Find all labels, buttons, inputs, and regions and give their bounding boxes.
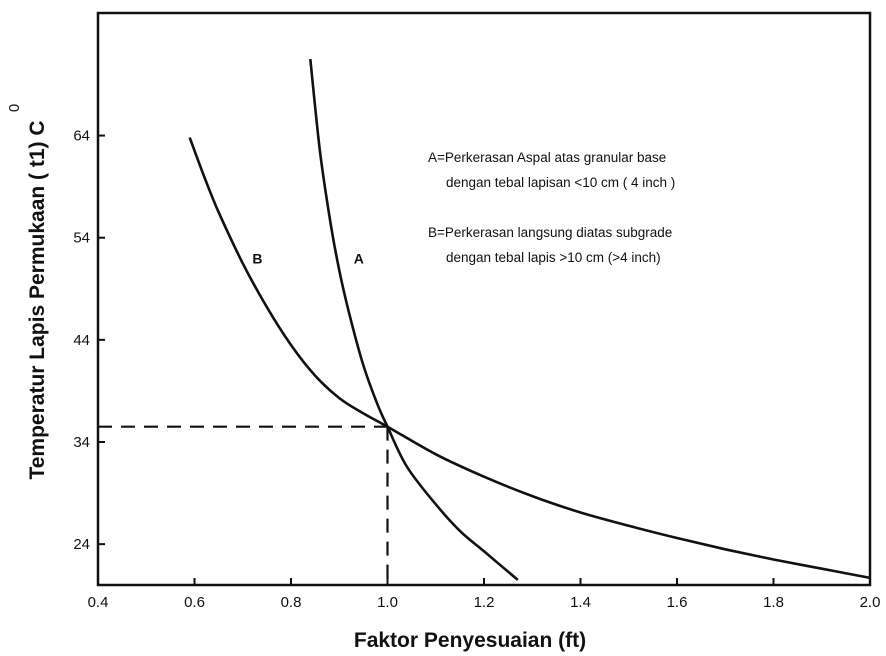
x-tick-label: 2.0	[860, 594, 881, 611]
plot-frame	[96, 11, 872, 587]
y-axis-title-group: Temperatur Lapis Permukaan ( t1) C	[26, 120, 49, 479]
curve-label-a: A	[354, 250, 364, 266]
legend-entry-b-line1: B=Perkerasan langsung diatas subgrade	[428, 225, 672, 240]
curve-a	[309, 58, 519, 581]
y-tick-label: 24	[73, 536, 90, 553]
x-axis-title: Faktor Penyesuaian (ft)	[354, 629, 586, 652]
x-tick-label: 0.8	[281, 594, 302, 611]
y-axis-title-superscript: 0	[6, 104, 23, 112]
legend-entry-a-line2: dengan tebal lapisan <10 cm ( 4 inch )	[446, 175, 675, 190]
y-tick-label: 34	[73, 434, 90, 451]
legend-entry-b-line2: dengan tebal lapis >10 cm (>4 inch)	[446, 250, 661, 265]
x-tick-label: 1.4	[570, 594, 591, 611]
legend-entry-a-line1: A=Perkerasan Aspal atas granular base	[428, 150, 666, 165]
legend: A=Perkerasan Aspal atas granular base de…	[428, 150, 675, 265]
y-tick-label: 44	[73, 332, 90, 349]
y-axis-ticks: 24 34 44 54 64	[73, 128, 105, 553]
x-tick-label: 1.2	[474, 594, 495, 611]
x-tick-label: 1.6	[667, 594, 688, 611]
y-tick-label: 64	[73, 128, 90, 145]
y-axis-title: Temperatur Lapis Permukaan ( t1) C	[26, 120, 49, 479]
y-tick-label: 54	[73, 230, 90, 247]
x-axis-ticks: 0.4 0.6 0.8 1.0 1.2 1.4 1.6 1.8 2.0	[88, 578, 881, 611]
x-tick-label: 0.6	[184, 594, 205, 611]
x-tick-label: 1.8	[763, 594, 784, 611]
reference-lines	[98, 425, 389, 585]
x-tick-label: 0.4	[88, 594, 109, 611]
x-tick-label: 1.0	[377, 594, 398, 611]
series-layer: AB	[188, 58, 871, 581]
curve-b	[188, 137, 871, 580]
curve-label-b: B	[252, 250, 262, 266]
